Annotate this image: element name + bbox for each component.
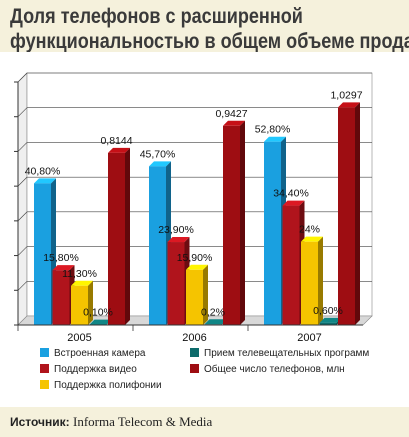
bar	[52, 270, 70, 325]
gridline-side	[17, 72, 28, 83]
bar-top	[89, 319, 112, 325]
gridline-side	[17, 246, 28, 256]
legend-label: Поддержка полифонии	[54, 379, 162, 391]
bar	[34, 183, 51, 325]
bar-side	[240, 120, 245, 325]
bar-side	[318, 236, 323, 325]
data-label: 45,70%	[140, 148, 176, 160]
chart-title-line2: функциональностью в общем объеме продаж	[10, 30, 409, 53]
bar-top	[319, 317, 342, 323]
data-label: 0,2%	[201, 306, 225, 318]
data-label: 24%	[299, 224, 320, 236]
legend-label: Поддержка видео	[54, 364, 137, 375]
gridline-side	[17, 211, 28, 222]
bar-top	[71, 280, 93, 286]
data-label: 52,80%	[255, 124, 291, 136]
bar-top	[149, 161, 171, 167]
bar-top	[282, 200, 305, 206]
legend-label: Прием телевещательных программ	[204, 348, 369, 359]
bar-top	[264, 136, 286, 142]
bar	[71, 285, 88, 325]
bar-side	[203, 264, 208, 325]
chart-title-line1: Доля телефонов с расширенной	[10, 5, 303, 28]
data-label: 40,80%	[25, 165, 61, 177]
bar-top	[108, 147, 130, 153]
data-label: 34,40%	[273, 188, 309, 200]
x-tick-label: 2007	[297, 332, 321, 344]
chart-title: Доля телефонов с расширенной функциональ…	[10, 4, 409, 54]
bar-top	[223, 120, 245, 126]
data-label: 11,30%	[62, 268, 97, 280]
bar	[319, 322, 337, 325]
gridline-side	[17, 176, 28, 187]
legend-label: Общее число телефонов, млн	[204, 363, 345, 375]
legend-swatch	[190, 348, 199, 357]
legend-label: Встроенная камера	[54, 348, 146, 359]
bar	[338, 107, 355, 325]
bar-top	[338, 102, 360, 108]
bar-side	[88, 280, 93, 325]
data-label: 15,80%	[43, 252, 79, 264]
bar-top	[301, 236, 323, 242]
bar	[186, 269, 203, 325]
data-label: 23,90%	[158, 224, 194, 236]
bar	[264, 141, 281, 325]
data-label: 0,60%	[313, 305, 343, 317]
bar	[167, 242, 185, 325]
data-label: 0,8144	[100, 135, 132, 147]
data-label: 0,9427	[215, 108, 247, 120]
legend-swatch	[40, 364, 49, 373]
x-tick-label: 2005	[67, 332, 91, 344]
legend-swatch	[190, 364, 199, 373]
bar	[223, 125, 240, 325]
bar	[301, 241, 318, 325]
bar-side	[125, 147, 130, 325]
side-wall	[17, 72, 28, 326]
source-text: Informa Telecom & Media	[73, 414, 213, 429]
bar-top	[204, 319, 227, 325]
legend-swatch	[40, 348, 49, 357]
gridline-side	[17, 281, 28, 291]
gridline-side	[17, 142, 28, 152]
bar-top	[52, 265, 75, 271]
bar-top	[167, 237, 190, 243]
bar	[282, 205, 300, 325]
data-label: 1,0297	[330, 89, 362, 101]
bar	[108, 152, 125, 325]
legend-swatch	[40, 380, 49, 389]
data-label: 15,90%	[177, 252, 213, 264]
x-tick-label: 2006	[182, 332, 206, 344]
data-label: 0,10%	[83, 307, 113, 319]
bar-top	[34, 178, 56, 184]
source-line: Источник: Informa Telecom & Media	[10, 414, 212, 430]
bar-top	[186, 264, 208, 270]
bar-side	[355, 102, 360, 325]
bar	[149, 166, 166, 325]
source-label: Источник:	[10, 415, 70, 429]
gridline-side	[17, 107, 28, 117]
